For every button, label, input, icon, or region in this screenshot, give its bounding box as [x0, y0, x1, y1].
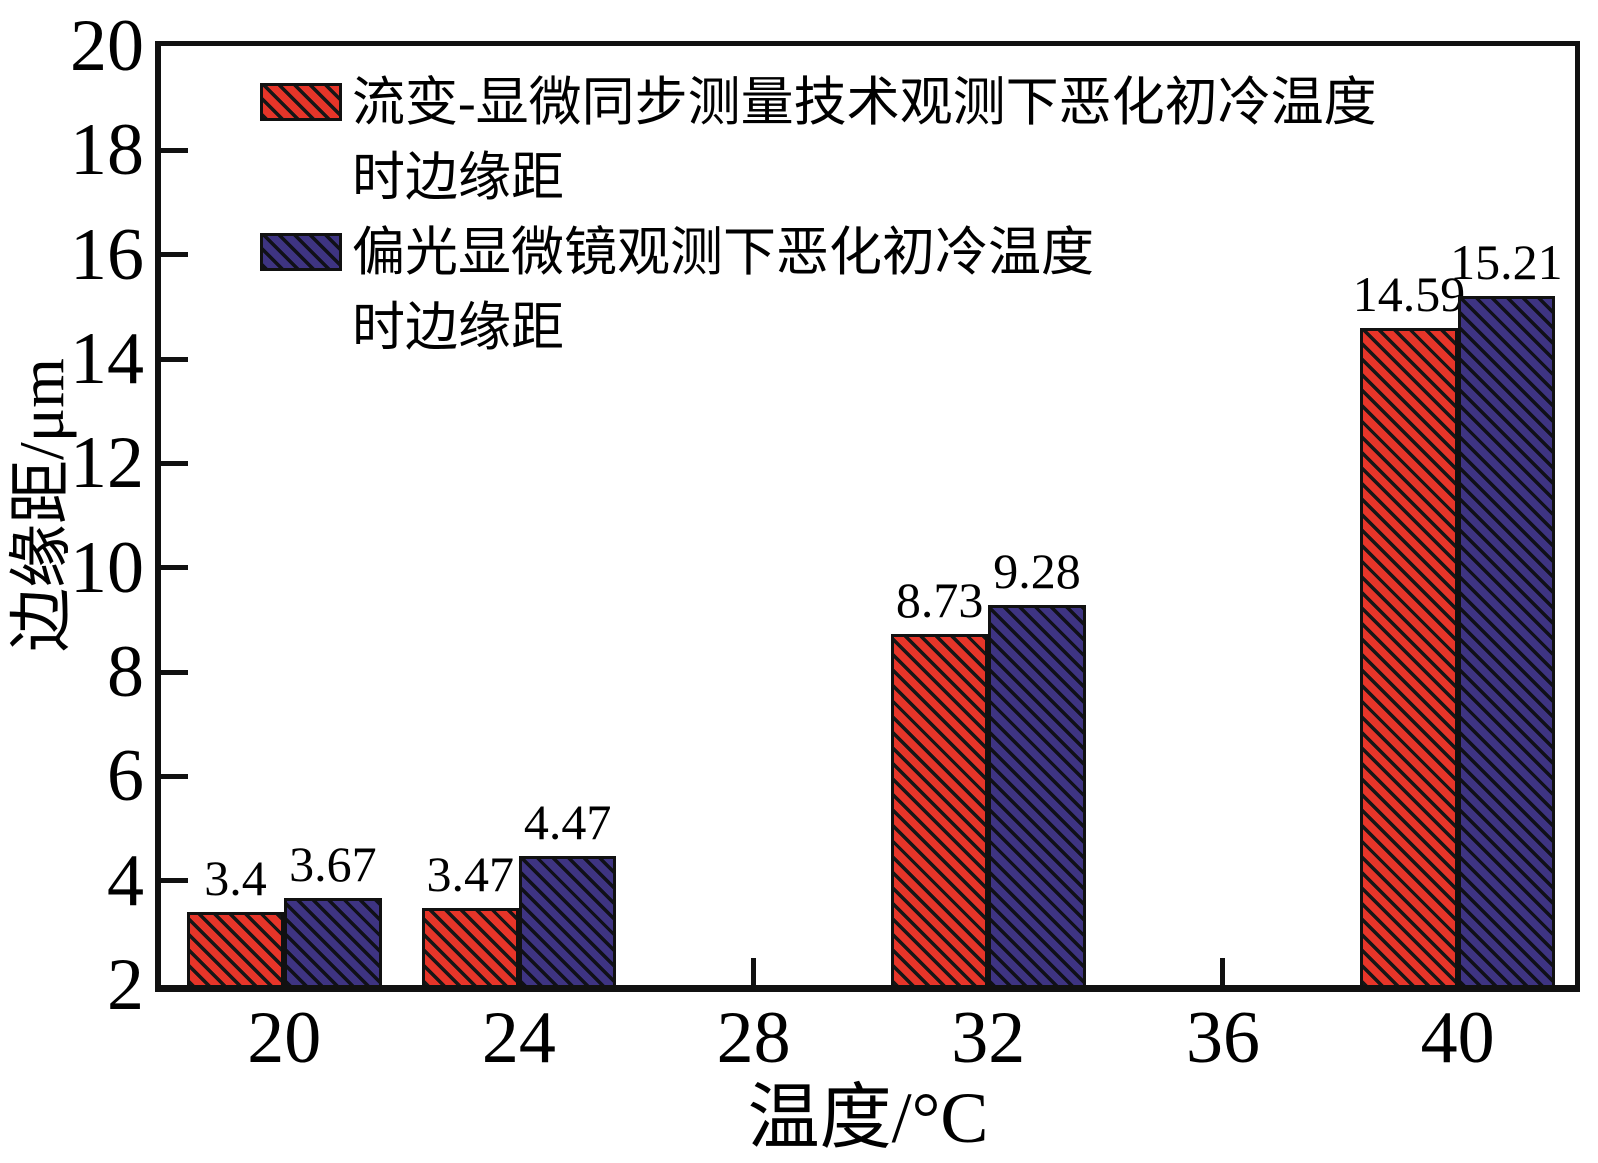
bar-value-label: 3.67: [289, 835, 377, 892]
x-tick: [1220, 958, 1226, 985]
y-tick: [161, 773, 188, 779]
bar: [890, 633, 989, 988]
y-tick: [161, 669, 188, 675]
bar: [421, 908, 519, 988]
y-tick-label: 6: [107, 735, 144, 818]
x-tick-label: 36: [1185, 997, 1260, 1079]
legend: 流变-显微同步测量技术观测下恶化初冷温度 时边缘距 偏光显微镜观测下恶化初冷温度 时边…: [260, 66, 1377, 366]
y-tick-label: 18: [70, 109, 144, 192]
x-tick: [751, 958, 757, 985]
y-tick-label: 20: [70, 5, 144, 87]
x-tick-label: 28: [716, 997, 791, 1079]
bar-value-label: 3.4: [204, 849, 267, 906]
bar: [284, 897, 382, 988]
y-tick-label: 4: [107, 839, 144, 922]
legend-label-line: 时边缘距: [352, 149, 564, 207]
bar: [1360, 328, 1458, 988]
x-axis-title: 温度/°C: [747, 1078, 989, 1158]
y-tick-label: 2: [107, 944, 144, 1026]
bar: [988, 605, 1086, 988]
bar-value-label: 9.28: [993, 543, 1081, 600]
y-tick: [161, 460, 188, 466]
x-tick-label: 40: [1420, 997, 1495, 1079]
bar-value-label: 4.47: [523, 794, 612, 851]
legend-item: 流变-显微同步测量技术观测下恶化初冷温度 时边缘距: [260, 66, 1377, 216]
bar: [518, 856, 617, 988]
x-tick-label: 24: [481, 997, 556, 1079]
legend-label-line: 时边缘距: [352, 299, 564, 357]
y-tick-label: 8: [107, 631, 144, 713]
y-tick-label: 12: [70, 422, 144, 505]
plot-area: [155, 41, 1580, 992]
x-tick-label: 20: [247, 997, 322, 1079]
legend-item: 偏光显微镜观测下恶化初冷温度 时边缘距: [260, 216, 1377, 366]
legend-swatch: [260, 83, 342, 121]
x-tick-label: 32: [951, 997, 1026, 1079]
bar-value-label: 8.73: [895, 571, 984, 628]
legend-label: 流变-显微同步测量技术观测下恶化初冷温度 时边缘距: [352, 66, 1377, 216]
y-tick: [161, 147, 188, 153]
y-tick: [161, 565, 188, 571]
y-tick-label: 10: [70, 526, 144, 609]
legend-label-line: 流变-显微同步测量技术观测下恶化初冷温度: [352, 74, 1377, 132]
y-tick: [161, 252, 188, 258]
y-tick: [161, 356, 188, 362]
y-tick-label: 14: [70, 318, 144, 400]
bar: [186, 911, 285, 988]
bar-value-label: 3.47: [426, 846, 514, 903]
legend-label-line: 偏光显微镜观测下恶化初冷温度: [352, 224, 1094, 282]
y-tick: [161, 878, 188, 884]
bar-value-label: 15.21: [1450, 233, 1563, 290]
legend-label: 偏光显微镜观测下恶化初冷温度 时边缘距: [352, 216, 1094, 366]
y-tick-label: 16: [70, 213, 144, 296]
bar-value-label: 14.59: [1352, 266, 1466, 323]
legend-swatch: [260, 233, 342, 271]
bar: [1457, 295, 1556, 988]
